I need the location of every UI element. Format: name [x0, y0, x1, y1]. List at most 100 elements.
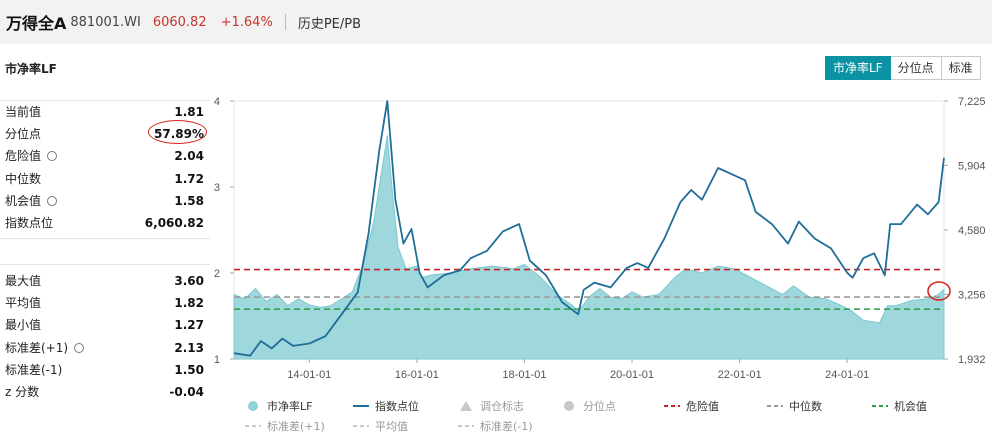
latest-value-circle — [927, 281, 951, 301]
index-code: 881001.WI — [70, 14, 141, 30]
stat-row: 机会值 1.58 — [0, 190, 210, 212]
x-tick-label: 18-01-01 — [502, 369, 546, 381]
legend-label: 市净率LF — [267, 400, 313, 413]
title-divider — [284, 14, 286, 30]
legend-marker-icon — [872, 405, 888, 407]
gear-icon[interactable] — [74, 342, 85, 353]
legend-label: 调仓标志 — [480, 400, 524, 413]
legend-marker-icon — [664, 405, 680, 407]
toggle-percentile-button[interactable]: 分位点 — [890, 56, 942, 80]
legend-label: 指数点位 — [375, 400, 419, 413]
stat-row: 危险值 2.04 — [0, 145, 210, 167]
stats-divider-middle-2 — [0, 264, 210, 265]
stat-value: 1.50 — [174, 362, 204, 377]
legend-label: 标准差(-1) — [480, 420, 533, 433]
stat-value: 3.60 — [174, 274, 204, 288]
stat-row: 最小值 1.27 — [0, 314, 210, 336]
gear-icon[interactable] — [47, 195, 58, 206]
stats-divider-middle — [0, 238, 210, 239]
index-line — [233, 100, 945, 357]
legend-marker-icon — [458, 425, 474, 427]
toggle-pb-button[interactable]: 市净率LF — [825, 56, 891, 80]
toggle-std-button[interactable]: 标准 — [941, 56, 981, 80]
x-tick-label: 14-01-01 — [287, 369, 331, 381]
index-name: 万得全A — [6, 14, 67, 33]
stat-row: z 分数 -0.04 — [0, 381, 210, 403]
legend-marker-icon — [353, 405, 369, 407]
title-bar: 万得全A 881001.WI 6060.82 +1.64% 历史PE/PB — [0, 0, 992, 44]
legend-label: 平均值 — [375, 420, 408, 433]
metric-title: 市净率LF — [5, 62, 57, 76]
stat-label: 分位点 — [5, 127, 42, 142]
percentile-highlight-circle — [148, 120, 207, 144]
legend-item[interactable]: 市净率LF — [244, 398, 312, 414]
stat-row: 中位数 1.72 — [0, 168, 210, 190]
x-tick-label: 24-01-01 — [825, 369, 869, 381]
stat-value: 1.81 — [174, 105, 204, 119]
stat-label: 机会值 — [5, 190, 58, 212]
stat-label: 中位数 — [5, 171, 42, 186]
legend-item[interactable]: 机会值 — [871, 398, 927, 414]
stat-value: 1.27 — [174, 318, 204, 333]
stat-label: 标准差(+1) — [5, 337, 85, 359]
legend-label: 危险值 — [686, 400, 719, 413]
legend-item[interactable]: 调仓标志 — [457, 398, 524, 414]
x-tick-label: 22-01-01 — [718, 369, 762, 381]
legend-item[interactable]: 指数点位 — [352, 398, 419, 414]
stat-value: 1.72 — [174, 171, 204, 186]
y-left-tick-label: 4 — [214, 96, 220, 108]
legend-item[interactable]: 标准差(+1) — [244, 418, 325, 434]
y-right-tick-label: 4,580 — [958, 225, 986, 237]
x-tick-label: 16-01-01 — [395, 369, 439, 381]
y-right-tick-label: 7,225 — [958, 96, 986, 108]
legend-item[interactable]: 平均值 — [352, 418, 408, 434]
stats-panel-summary: 最大值 3.60 平均值 1.82 最小值 1.27 标准差(+1) 2.13 标准差(-1) 1… — [0, 270, 210, 403]
legend-marker-icon — [245, 425, 261, 427]
stat-value: 2.13 — [174, 340, 204, 355]
y-left-tick-label: 3 — [214, 182, 220, 194]
y-right-tick-label: 3,256 — [958, 289, 986, 301]
index-change: +1.64% — [220, 14, 273, 30]
legend-label: 分位点 — [583, 400, 616, 413]
y-left-tick-label: 1 — [214, 354, 220, 366]
stat-value: -0.04 — [169, 384, 204, 399]
legend-label: 中位数 — [789, 400, 822, 413]
stat-row: 标准差(-1) 1.50 — [0, 359, 210, 381]
legend-item[interactable]: 标准差(-1) — [457, 418, 533, 434]
stat-value: 6,060.82 — [144, 215, 204, 230]
stat-label: 最小值 — [5, 318, 42, 333]
legend-marker-icon — [353, 425, 369, 427]
legend-marker-icon — [248, 401, 258, 411]
stat-value: 2.04 — [174, 149, 204, 164]
x-tick-label: 20-01-01 — [610, 369, 654, 381]
index-price: 6060.82 — [152, 14, 207, 30]
stat-label: z 分数 — [5, 384, 40, 399]
tab-history-pe-pb[interactable]: 历史PE/PB — [297, 16, 362, 32]
stat-row: 当前值 1.81 — [0, 101, 210, 123]
stat-row: 平均值 1.82 — [0, 292, 210, 314]
legend-label: 机会值 — [894, 400, 927, 413]
view-toggle: 市净率LF 分位点 标准 — [825, 56, 981, 80]
stat-value: 1.82 — [174, 296, 204, 311]
stat-value: 1.58 — [174, 193, 204, 208]
stat-label: 当前值 — [5, 105, 42, 119]
y-right-tick-label: 5,904 — [958, 160, 986, 172]
legend-item[interactable]: 分位点 — [560, 398, 616, 414]
gear-icon[interactable] — [47, 151, 58, 162]
stat-label: 危险值 — [5, 145, 58, 167]
stat-label: 标准差(-1) — [5, 362, 63, 377]
stat-row: 指数点位 6,060.82 — [0, 212, 210, 234]
legend-item[interactable]: 危险值 — [663, 398, 719, 414]
stat-row: 标准差(+1) 2.13 — [0, 337, 210, 359]
y-left-tick-label: 2 — [214, 268, 220, 280]
stat-row: 最大值 3.60 — [0, 270, 210, 292]
stat-label: 指数点位 — [5, 215, 54, 230]
legend-marker-icon — [460, 401, 472, 411]
stat-label: 最大值 — [5, 274, 42, 288]
legend-item[interactable]: 中位数 — [766, 398, 822, 414]
legend-marker-icon — [564, 401, 574, 411]
stat-label: 平均值 — [5, 296, 42, 311]
legend-marker-icon — [767, 405, 783, 407]
y-right-tick-label: 1,932 — [958, 354, 986, 366]
